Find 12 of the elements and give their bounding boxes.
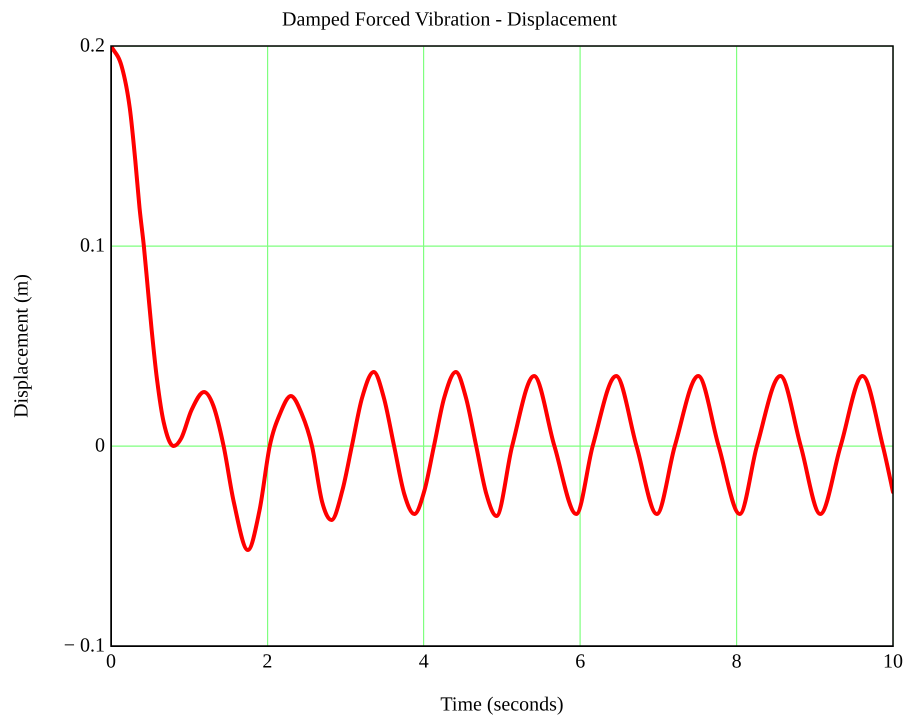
y-tick-label: 0.2: [80, 34, 105, 56]
y-tick-label: − 0.1: [64, 634, 105, 656]
x-tick-label: 6: [575, 650, 586, 672]
y-tick-label: 0.1: [80, 234, 105, 256]
y-axis-title: Displacement (m): [10, 274, 32, 418]
x-axis-title: Time (seconds): [440, 693, 564, 716]
x-tick-label: 2: [262, 650, 272, 672]
x-tick-label: 10: [883, 650, 903, 672]
y-tick-label: 0: [95, 434, 105, 456]
x-tick-label: 4: [418, 650, 429, 672]
x-tick-label: 8: [732, 650, 742, 672]
chart-title: Damped Forced Vibration - Displacement: [282, 8, 618, 30]
